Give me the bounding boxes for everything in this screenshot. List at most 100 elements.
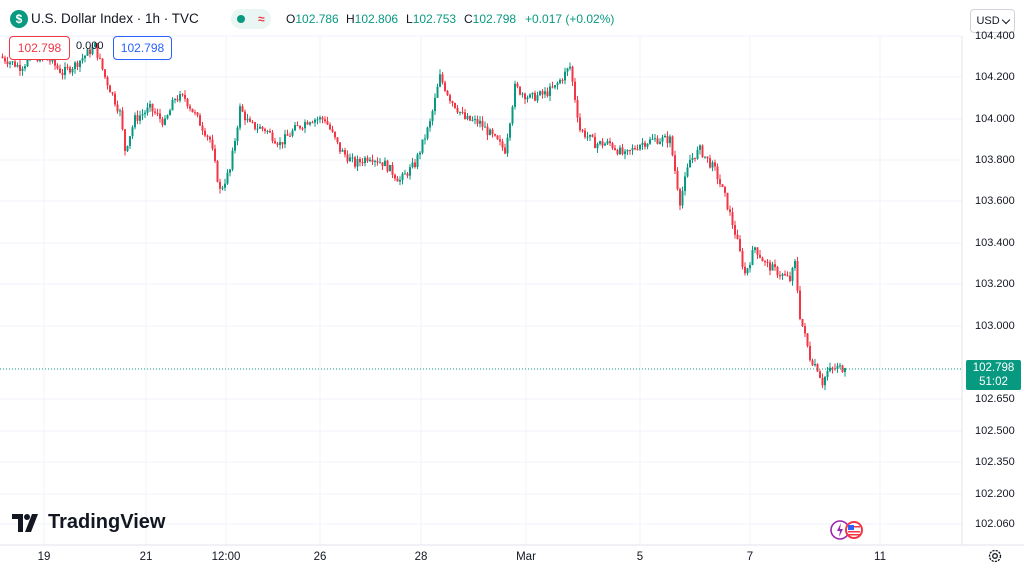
candle-body [789,275,791,281]
candle-body [486,126,489,136]
candle-body [671,136,674,156]
candle-body [551,86,554,88]
candle-body [704,156,706,158]
candle-body [294,125,296,131]
price-tick-label: 103.400 [975,237,1015,249]
candle-body [419,152,421,155]
market-status[interactable]: ≈ [231,9,271,29]
candle-body [781,274,784,276]
candle-body [761,257,764,262]
price-tick-label: 103.600 [975,195,1015,207]
candle-body [166,115,169,119]
candle-body [699,145,701,150]
candle-body [161,118,164,125]
sell-button[interactable]: 102.798 [9,36,70,60]
candle-body [99,57,101,59]
time-tick-label: 21 [139,551,153,563]
candle-body [564,71,566,81]
candle-body [24,66,26,69]
candle-body [6,61,9,65]
dollar-symbol-icon[interactable]: $ [10,10,28,28]
economic-events-icon[interactable] [830,519,866,541]
candle-body [199,115,201,126]
candle-body [709,158,711,168]
candle-body [759,254,761,258]
candle-body [331,129,334,132]
currency-select[interactable]: USD [970,9,1015,33]
candle-body [316,119,319,121]
candle-body [214,148,216,162]
candle-body [59,68,61,73]
time-tick-label: Mar [516,551,536,563]
candle-body [514,83,516,107]
candle-body [224,183,226,188]
candle-body [796,261,799,291]
candle-body [571,66,574,82]
candle-body [611,143,614,149]
candle-body [119,110,121,112]
candle-body [454,103,456,109]
buy-button[interactable]: 102.798 [113,36,172,60]
candle-body [731,212,734,225]
candle-body [774,264,776,268]
candle-body [579,117,581,131]
candle-body [206,135,209,137]
candle-body [71,68,74,73]
candle-body [654,138,656,140]
candle-body [724,187,726,193]
price-tick-label: 102.200 [975,488,1015,500]
candle-body [229,169,231,173]
candle-body [584,130,586,138]
candle-body [476,119,479,124]
gear-icon[interactable] [987,548,1003,564]
candle-body [546,91,549,97]
time-tick-label: 5 [636,551,644,563]
logo-text: TradingView [48,511,166,533]
candle-body [241,106,244,112]
candle-body [414,162,416,168]
candle-body [369,159,371,162]
candle-body [516,83,519,87]
candle-body [204,130,206,136]
candle-body [484,126,486,128]
candle-body [64,66,66,76]
candle-body [449,95,451,102]
candle-body [256,128,259,130]
candle-body [74,62,76,69]
candle-body [461,111,464,113]
candle-body [739,239,741,252]
candle-body [211,139,214,149]
time-tick-label: 26 [313,551,327,563]
candle-body [281,142,284,145]
candle-body [284,134,286,145]
candle-body [491,129,494,135]
candle-body [816,364,819,372]
candle-body [776,267,779,276]
candle-body [559,79,561,84]
candle-body [624,151,626,155]
candle-body [499,139,501,142]
candle-body [819,371,821,378]
candle-body [736,234,739,240]
tradingview-logo[interactable]: TradingView [12,511,165,534]
candle-body [94,43,96,48]
candle-body [304,122,306,129]
candle-body [456,108,459,113]
candle-body [586,136,589,138]
price-tick-label: 102.500 [975,425,1015,437]
candle-body [14,61,16,67]
candle-body [146,107,149,113]
candle-body [716,166,719,180]
tradingview-logo-icon [12,513,38,532]
price-tick-label: 104.000 [975,113,1015,125]
candle-body [529,94,531,98]
time-tick-label: 11 [874,551,886,563]
candle-body [261,126,264,129]
candle-body [594,136,596,149]
candle-body [184,94,186,99]
symbol-title[interactable]: U.S. Dollar Index · 1h · TVC [31,11,199,26]
candle-body [804,326,806,334]
candle-body [354,157,356,167]
candle-body [111,92,114,94]
